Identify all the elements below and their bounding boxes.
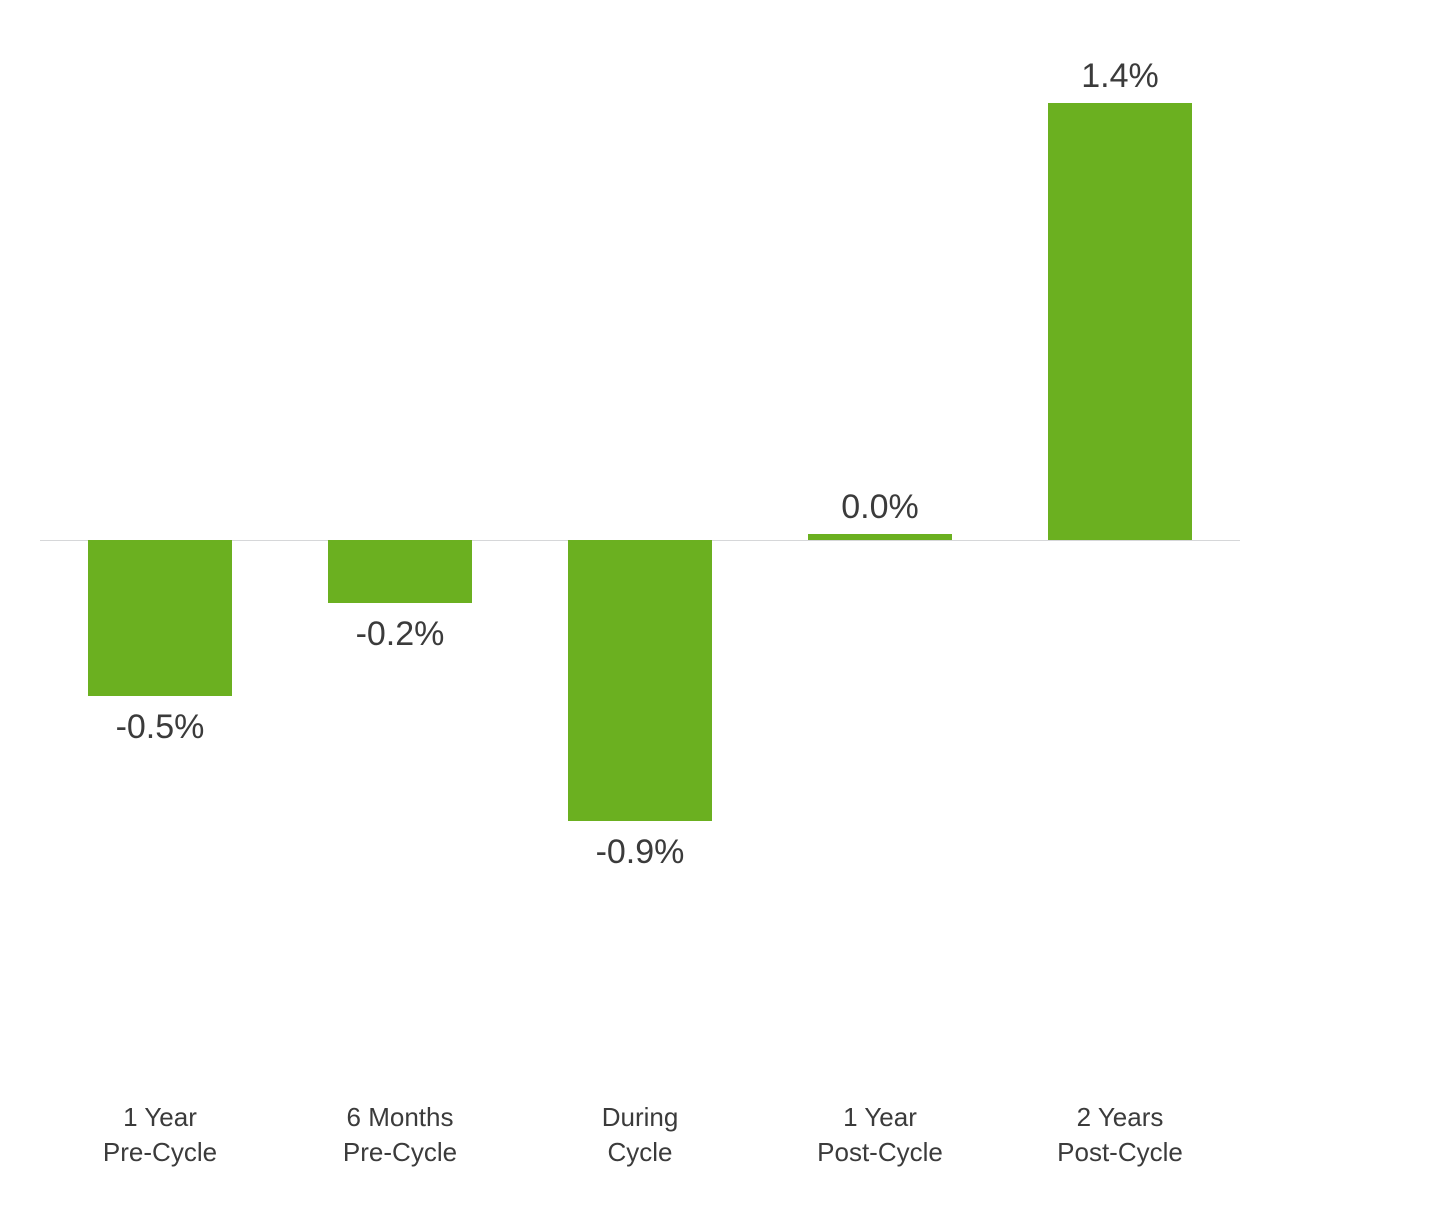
category-label-line2: Cycle <box>520 1135 760 1170</box>
category-label-line2: Pre-Cycle <box>280 1135 520 1170</box>
category-label-line1: 1 Year <box>760 1100 1000 1135</box>
category-label-line2: Pre-Cycle <box>40 1135 280 1170</box>
category-label-line1: 1 Year <box>40 1100 280 1135</box>
bar <box>1048 103 1192 541</box>
bar <box>88 540 232 696</box>
category-label: 1 YearPre-Cycle <box>40 1100 280 1170</box>
category-label: 1 YearPost-Cycle <box>760 1100 1000 1170</box>
bar-value-label: -0.2% <box>280 615 520 654</box>
chart-container: -0.5%1 YearPre-Cycle-0.2%6 MonthsPre-Cyc… <box>0 0 1440 1225</box>
category-label-line2: Post-Cycle <box>760 1135 1000 1170</box>
category-label: 6 MonthsPre-Cycle <box>280 1100 520 1170</box>
bar-value-label: 0.0% <box>760 488 1000 527</box>
bar <box>808 534 952 540</box>
category-label-line1: During <box>520 1100 760 1135</box>
category-label: DuringCycle <box>520 1100 760 1170</box>
category-label-line2: Post-Cycle <box>1000 1135 1240 1170</box>
bar-value-label: -0.9% <box>520 833 760 872</box>
category-label-line1: 2 Years <box>1000 1100 1240 1135</box>
bar <box>568 540 712 821</box>
category-label: 2 YearsPost-Cycle <box>1000 1100 1240 1170</box>
bar-value-label: -0.5% <box>40 708 280 747</box>
bar <box>328 540 472 603</box>
bar-value-label: 1.4% <box>1000 57 1240 96</box>
category-label-line1: 6 Months <box>280 1100 520 1135</box>
plot-area: -0.5%1 YearPre-Cycle-0.2%6 MonthsPre-Cyc… <box>40 40 1240 1040</box>
